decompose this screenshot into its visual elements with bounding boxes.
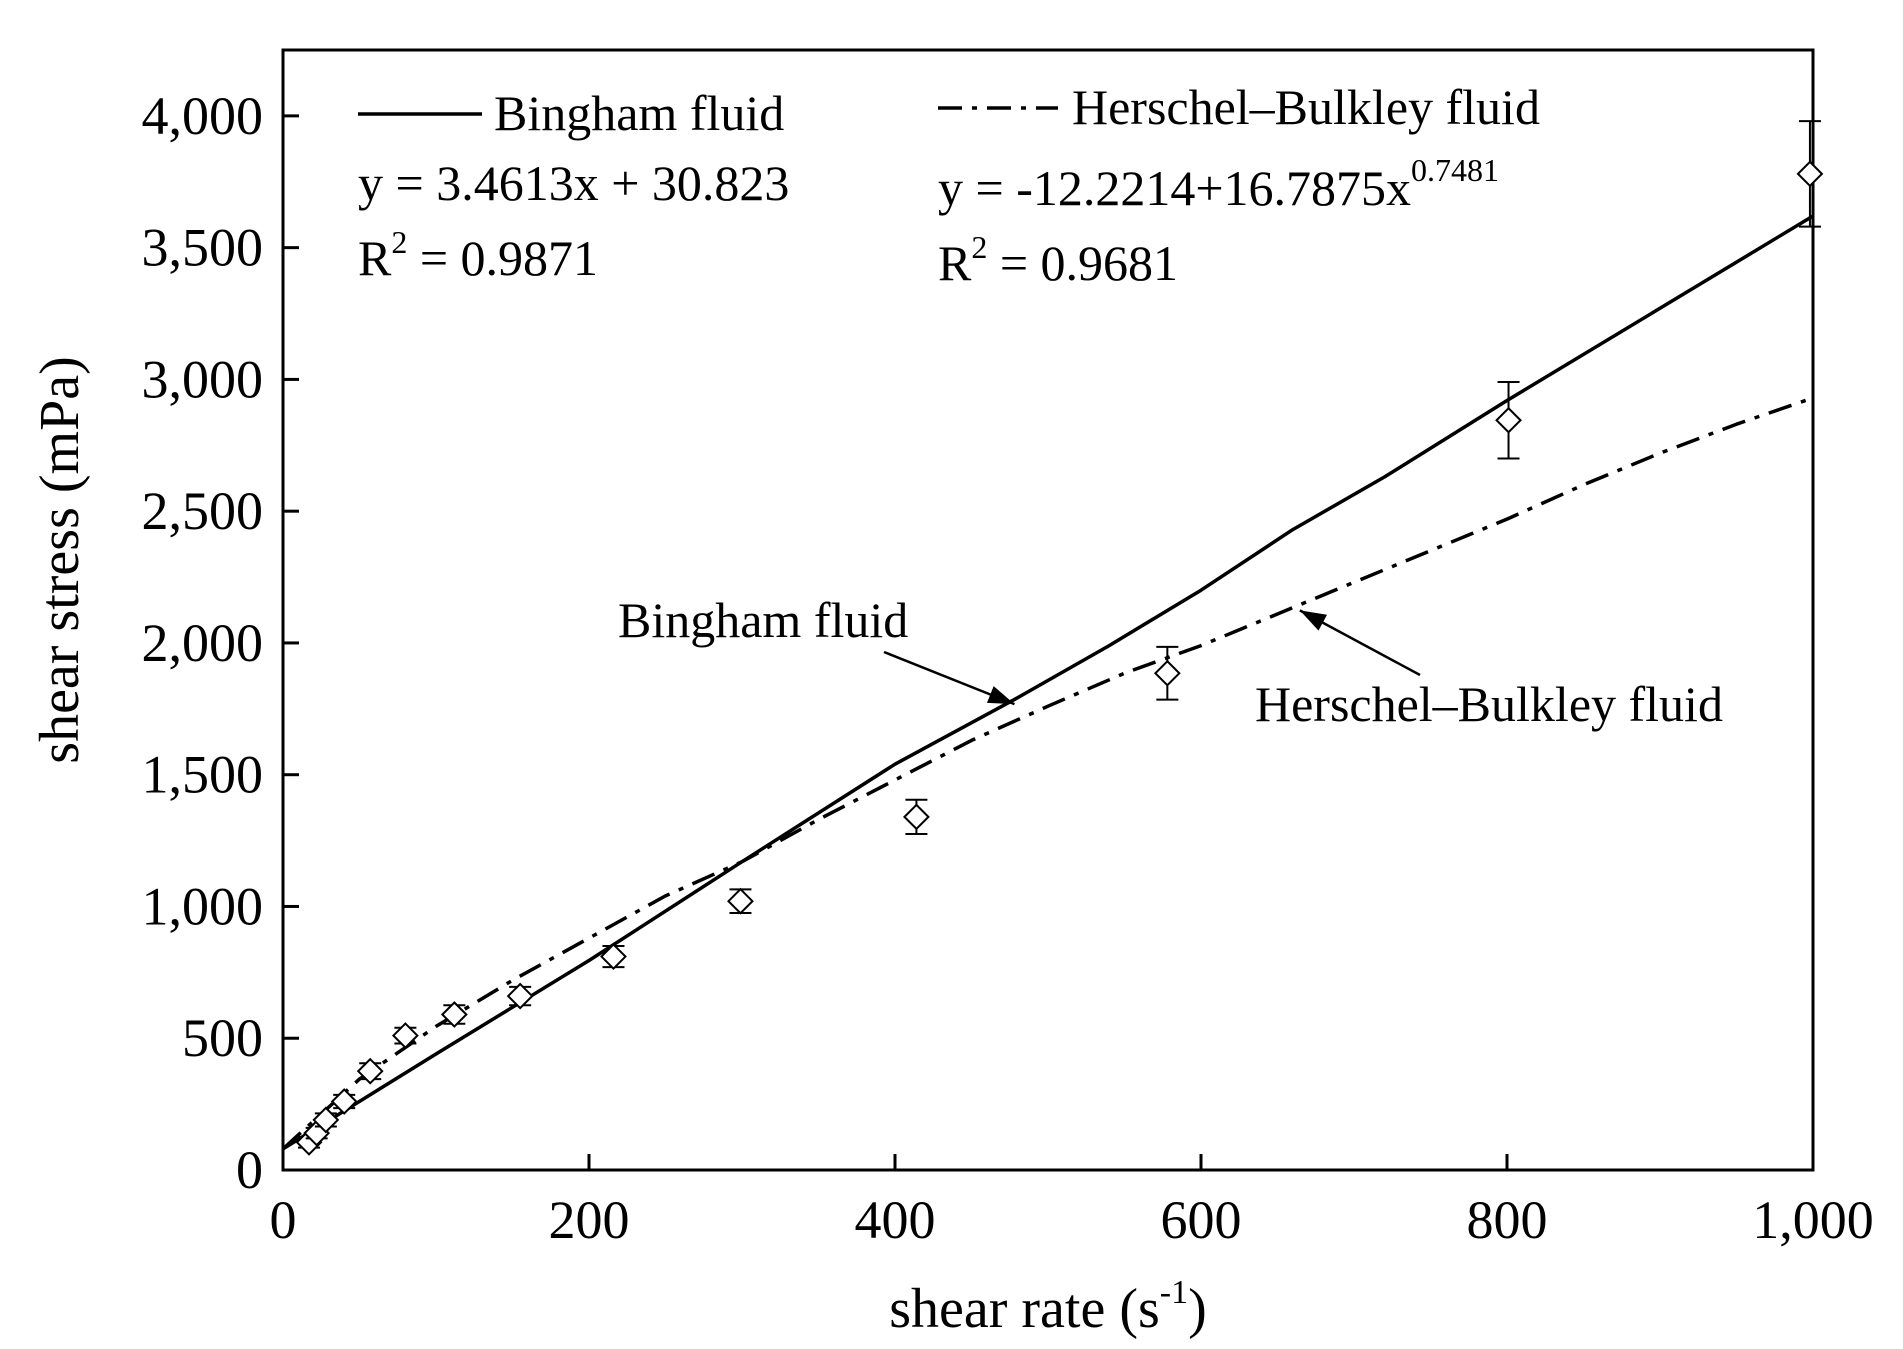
data-point — [727, 887, 754, 915]
diamond-marker — [391, 1022, 419, 1050]
annotation-arrow-head — [986, 686, 1015, 705]
y-tick-label: 3,000 — [142, 349, 264, 409]
annotation-arrow-bingham — [883, 650, 1015, 706]
plot-frame — [281, 48, 1815, 1172]
x-axis-title-sup: -1 — [1160, 1274, 1188, 1311]
series-line-hb — [281, 396, 1814, 1151]
x-tick-label: 600 — [1161, 1190, 1242, 1250]
diamond-marker — [1796, 160, 1824, 188]
annotations: Bingham fluid Herschel–Bulkley fluid — [618, 592, 1723, 732]
diamond-marker — [506, 982, 534, 1010]
x-tick-label: 1,000 — [1752, 1190, 1874, 1250]
diamond-marker — [356, 1057, 384, 1085]
series-layer — [281, 214, 1814, 1151]
annotation-arrow-hb — [1299, 609, 1421, 677]
annotation-label-bingham: Bingham fluid — [618, 592, 908, 648]
diamond-marker — [312, 1106, 340, 1134]
x-tick-label: 0 — [270, 1190, 297, 1250]
data-point — [600, 943, 627, 970]
y-tick-label: 1,500 — [142, 745, 264, 805]
legend-equation-hb: y = -12.2214+16.7875x0.7481 — [938, 152, 1499, 216]
x-tick-label: 800 — [1467, 1190, 1548, 1250]
legend-label-bingham: Bingham fluid — [494, 85, 784, 141]
diamond-marker — [440, 1001, 468, 1028]
legend-label-hb: Herschel–Bulkley fluid — [1072, 79, 1540, 135]
data-point — [330, 1088, 358, 1115]
measured-points — [295, 120, 1824, 1156]
series-line-bingham — [282, 214, 1814, 1151]
diamond-marker — [1153, 659, 1181, 687]
data-point — [440, 1001, 468, 1028]
y-tick-label: 0 — [236, 1140, 263, 1200]
diamond-marker — [330, 1088, 358, 1115]
x-axis-title-main: shear rate (s — [889, 1278, 1160, 1340]
data-point — [1153, 645, 1181, 701]
y-axis-ticks: 0 500 1,000 1,500 2,000 2,500 3,000 3,500 4,000 — [142, 86, 299, 1200]
data-point — [312, 1106, 340, 1134]
x-tick-label: 200 — [549, 1190, 630, 1250]
y-tick-label: 4,000 — [142, 86, 264, 146]
data-point — [506, 982, 534, 1010]
diamond-marker — [903, 803, 930, 831]
diamond-marker — [1495, 406, 1522, 434]
x-axis-title: shear rate (s-1) — [889, 1274, 1207, 1340]
legend-r2-hb: R2 = 0.9681 — [938, 229, 1178, 291]
x-axis-ticks: 0 200 400 600 800 1,000 — [270, 1154, 1874, 1250]
diamond-marker — [600, 943, 627, 970]
annotation-label-hb: Herschel–Bulkley fluid — [1255, 676, 1723, 732]
diamond-marker — [727, 887, 754, 915]
annotation-arrow-head — [1299, 610, 1328, 631]
legend-r2-bingham: R2 = 0.9871 — [358, 224, 598, 286]
x-axis-title-close: ) — [1188, 1278, 1207, 1340]
data-point — [903, 798, 930, 835]
data-point — [391, 1022, 419, 1050]
y-tick-label: 1,000 — [142, 876, 264, 936]
data-point — [1495, 381, 1522, 460]
data-point — [1796, 120, 1824, 228]
y-tick-label: 2,000 — [142, 613, 264, 673]
y-tick-label: 3,500 — [142, 218, 264, 278]
y-tick-label: 2,500 — [142, 481, 264, 541]
data-point — [356, 1057, 384, 1085]
y-tick-label: 500 — [182, 1008, 263, 1068]
y-axis-title: shear stress (mPa) — [29, 356, 91, 763]
legend-equation-bingham: y = 3.4613x + 30.823 — [358, 155, 789, 211]
x-tick-label: 400 — [855, 1190, 936, 1250]
